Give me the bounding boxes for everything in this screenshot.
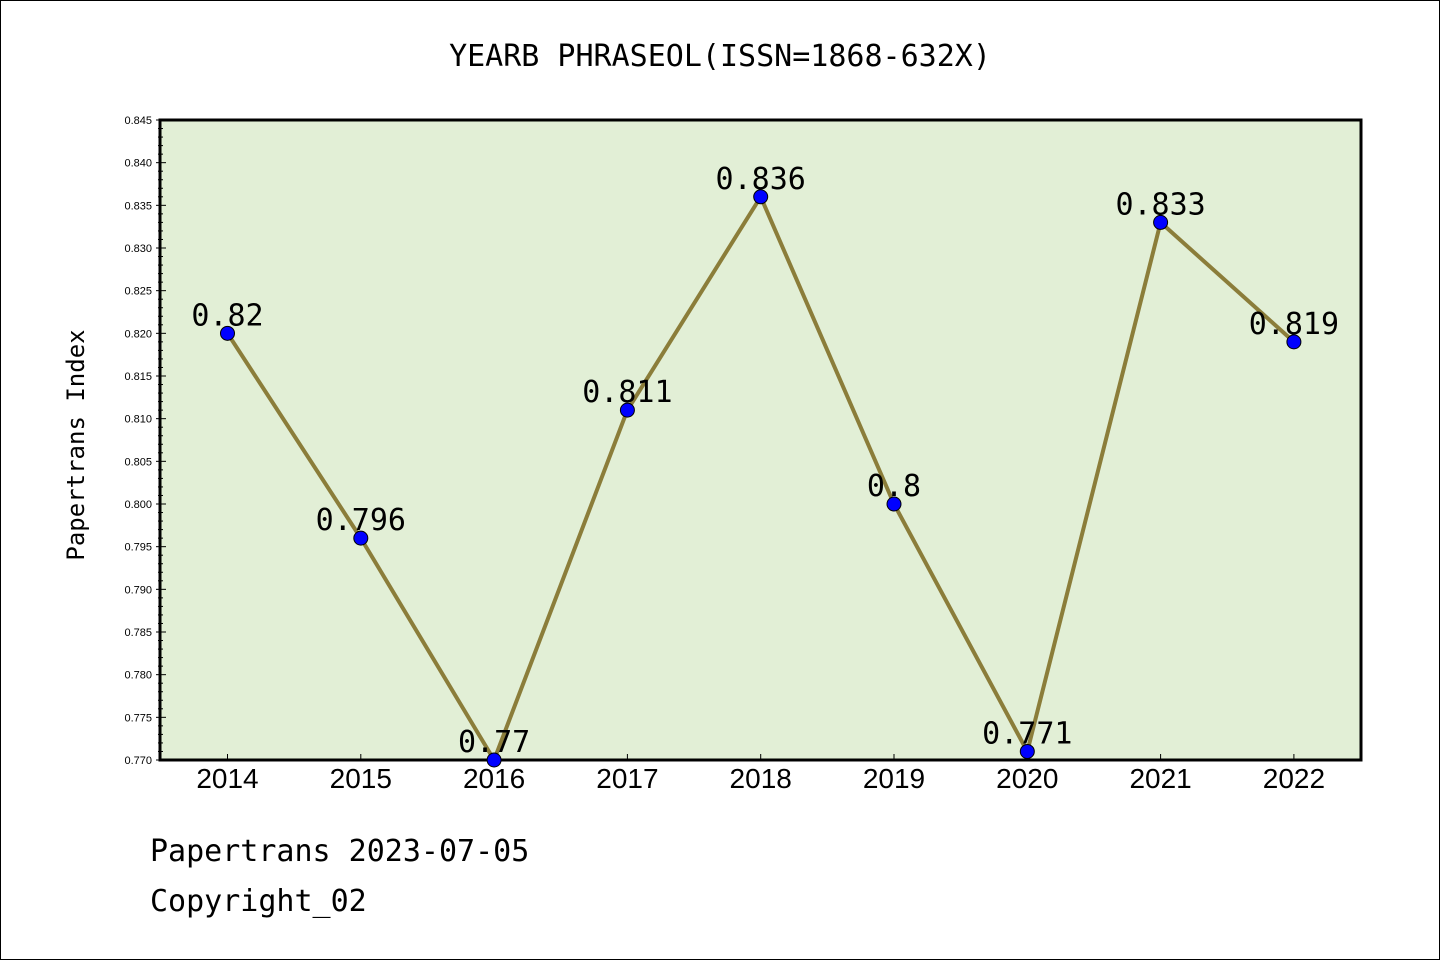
chart-title: YEARB PHRASEOL(ISSN=1868-632X) xyxy=(449,39,991,74)
y-tick-label: 0.800 xyxy=(124,499,152,511)
data-point-marker xyxy=(220,325,235,341)
y-tick-label: 0.785 xyxy=(124,627,152,639)
data-label: 0.836 xyxy=(716,162,806,197)
x-tick-label: 2021 xyxy=(1129,763,1191,794)
y-axis: 0.770 0.775 0.780 0.785 0.790 0.795 0.800 0.805… xyxy=(124,115,166,767)
x-tick-label: 2016 xyxy=(463,763,525,794)
data-label: 0.811 xyxy=(582,375,672,410)
y-tick-label: 0.795 xyxy=(124,542,152,554)
y-tick-label: 0.830 xyxy=(124,243,152,255)
y-tick-label: 0.805 xyxy=(124,456,152,468)
data-label: 0.796 xyxy=(316,503,406,538)
data-label: 0.833 xyxy=(1115,187,1205,222)
data-label: 0.8 xyxy=(867,469,921,504)
y-axis-label: Papertrans Index xyxy=(62,329,90,560)
y-tick-label: 0.835 xyxy=(124,200,152,212)
data-point-marker xyxy=(353,530,369,546)
y-tick-label: 0.775 xyxy=(124,712,152,724)
x-tick-label: 2020 xyxy=(996,763,1058,794)
data-label: 0.82 xyxy=(191,298,263,333)
y-tick-label: 0.815 xyxy=(124,371,152,383)
footer-date: Papertrans 2023-07-05 xyxy=(150,834,530,869)
y-tick-label: 0.840 xyxy=(124,158,152,170)
x-tick-label: 2017 xyxy=(596,763,658,794)
data-label: 0.819 xyxy=(1249,307,1339,342)
data-label: 0.77 xyxy=(458,725,530,760)
data-point-marker xyxy=(753,189,769,205)
x-tick-label: 2019 xyxy=(863,763,925,794)
x-tick-label: 2015 xyxy=(330,763,392,794)
x-axis: 2014 2015 2016 2017 2018 2019 2020 2021 2022 xyxy=(196,754,1325,794)
data-labels-group: 0.82 0.796 0.77 0.811 0.836 0.8 0.771 0.833 0.81… xyxy=(191,162,1339,760)
x-tick-label: 2018 xyxy=(730,763,792,794)
data-point-marker xyxy=(486,752,502,768)
x-tick-label: 2022 xyxy=(1263,763,1325,794)
data-point-marker xyxy=(619,402,635,418)
data-point-marker xyxy=(1019,743,1035,759)
data-point-marker xyxy=(886,496,902,512)
y-tick-label: 0.810 xyxy=(124,414,152,426)
y-tick-label: 0.820 xyxy=(124,328,152,340)
data-point-marker xyxy=(1286,334,1302,350)
y-tick-label: 0.780 xyxy=(124,670,152,682)
x-tick-label: 2014 xyxy=(196,763,258,794)
data-label: 0.771 xyxy=(982,716,1072,751)
footer-copyright: Copyright_02 xyxy=(150,884,367,919)
y-tick-label: 0.845 xyxy=(124,115,152,127)
data-point-marker xyxy=(1153,214,1169,230)
markers-group xyxy=(220,189,1302,768)
y-tick-label: 0.825 xyxy=(124,286,152,298)
y-tick-label: 0.790 xyxy=(124,584,152,596)
y-tick-label: 0.770 xyxy=(124,755,152,767)
